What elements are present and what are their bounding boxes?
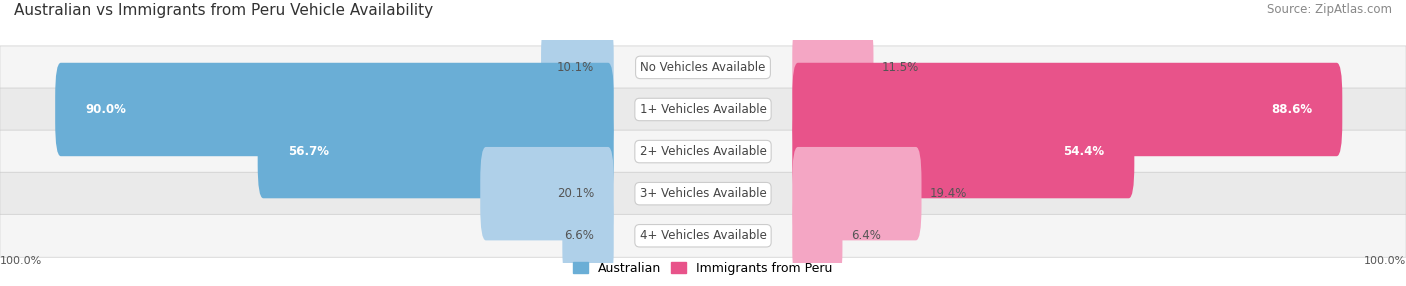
Text: 6.6%: 6.6% xyxy=(564,229,593,242)
Text: 100.0%: 100.0% xyxy=(1364,256,1406,266)
FancyBboxPatch shape xyxy=(793,21,873,114)
FancyBboxPatch shape xyxy=(793,63,1343,156)
FancyBboxPatch shape xyxy=(0,214,1406,257)
Text: 100.0%: 100.0% xyxy=(0,256,42,266)
Text: 54.4%: 54.4% xyxy=(1063,145,1104,158)
Text: Source: ZipAtlas.com: Source: ZipAtlas.com xyxy=(1267,3,1392,16)
Text: 19.4%: 19.4% xyxy=(929,187,967,200)
FancyBboxPatch shape xyxy=(257,105,614,198)
FancyBboxPatch shape xyxy=(541,21,614,114)
FancyBboxPatch shape xyxy=(793,147,921,241)
Text: 56.7%: 56.7% xyxy=(288,145,329,158)
FancyBboxPatch shape xyxy=(0,130,1406,173)
Text: 2+ Vehicles Available: 2+ Vehicles Available xyxy=(640,145,766,158)
Text: 90.0%: 90.0% xyxy=(86,103,127,116)
FancyBboxPatch shape xyxy=(481,147,614,241)
FancyBboxPatch shape xyxy=(0,172,1406,215)
FancyBboxPatch shape xyxy=(55,63,613,156)
Text: No Vehicles Available: No Vehicles Available xyxy=(640,61,766,74)
Text: 10.1%: 10.1% xyxy=(557,61,593,74)
FancyBboxPatch shape xyxy=(0,88,1406,131)
FancyBboxPatch shape xyxy=(562,189,614,283)
Text: Australian vs Immigrants from Peru Vehicle Availability: Australian vs Immigrants from Peru Vehic… xyxy=(14,3,433,18)
Text: 88.6%: 88.6% xyxy=(1271,103,1312,116)
Text: 11.5%: 11.5% xyxy=(882,61,920,74)
Text: 6.4%: 6.4% xyxy=(851,229,880,242)
Legend: Australian, Immigrants from Peru: Australian, Immigrants from Peru xyxy=(568,257,838,280)
Text: 4+ Vehicles Available: 4+ Vehicles Available xyxy=(640,229,766,242)
Text: 3+ Vehicles Available: 3+ Vehicles Available xyxy=(640,187,766,200)
FancyBboxPatch shape xyxy=(793,105,1135,198)
FancyBboxPatch shape xyxy=(0,46,1406,89)
Text: 20.1%: 20.1% xyxy=(557,187,593,200)
Text: 1+ Vehicles Available: 1+ Vehicles Available xyxy=(640,103,766,116)
FancyBboxPatch shape xyxy=(793,189,842,283)
